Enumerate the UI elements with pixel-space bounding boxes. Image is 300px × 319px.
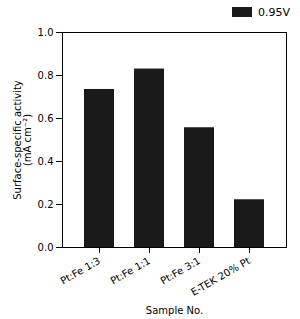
svg-text:Surface-specific activity(mA c: Surface-specific activity(mA cm⁻²) xyxy=(12,80,33,200)
svg-text:0.0: 0.0 xyxy=(38,242,54,253)
svg-text:0.4: 0.4 xyxy=(38,156,54,167)
html-text:0.95V: 0.95V xyxy=(258,5,290,19)
svg-text:1.0: 1.0 xyxy=(38,27,54,38)
svg-text:Pt:Fe 3:1: Pt:Fe 3:1 xyxy=(159,255,203,287)
svg-text:E-TEK 20% Pt: E-TEK 20% Pt xyxy=(189,255,252,298)
svg-text:0.2: 0.2 xyxy=(38,199,54,210)
svg-text:Sample No.: Sample No. xyxy=(146,305,203,316)
svg-text:Pt:Fe 1:3: Pt:Fe 1:3 xyxy=(59,255,103,287)
svg-text:Pt:Fe 1:1: Pt:Fe 1:1 xyxy=(109,255,153,287)
svg-text:0.8: 0.8 xyxy=(38,70,54,81)
svg-text:0.6: 0.6 xyxy=(38,113,54,124)
